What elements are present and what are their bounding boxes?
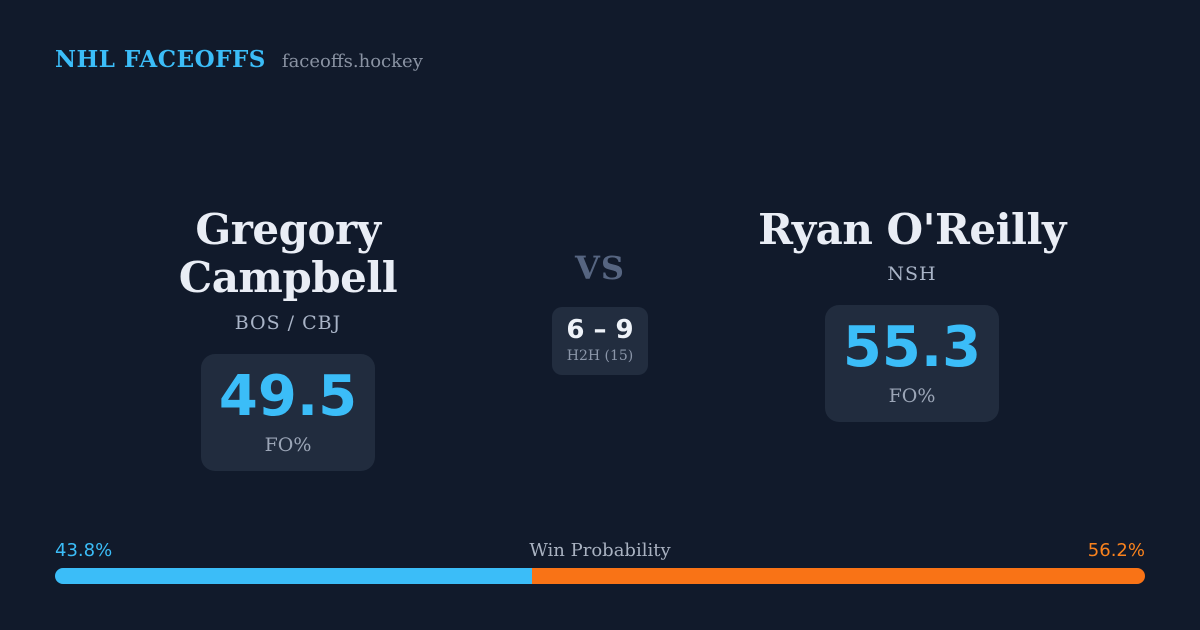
right-player-name: Ryan O'Reilly xyxy=(758,205,1066,254)
left-player-name: Gregory Campbell xyxy=(178,205,398,303)
right-player-fo-value: 55.3 xyxy=(842,315,982,381)
win-bar-right-segment xyxy=(532,568,1145,584)
brand-logo-text: NHL FACEOFFS xyxy=(55,46,266,73)
left-player-section: Gregory Campbell BOS / CBJ 49.5 FO% xyxy=(88,205,488,471)
vs-label: VS xyxy=(575,249,625,287)
right-player-teams: NSH xyxy=(887,263,937,286)
site-url: faceoffs.hockey xyxy=(281,51,423,72)
left-player-teams: BOS / CBJ xyxy=(234,311,342,334)
right-player-section: Ryan O'Reilly NSH 55.3 FO% xyxy=(712,205,1112,423)
h2h-record: 6 – 9 xyxy=(566,315,634,346)
win-probability-bar xyxy=(55,568,1145,584)
win-probability-right-pct: 56.2% xyxy=(1087,540,1145,561)
right-player-stat-card: 55.3 FO% xyxy=(825,305,999,423)
win-bar-left-segment xyxy=(55,568,533,584)
left-player-fo-label: FO% xyxy=(264,433,312,456)
h2h-label: H2H (15) xyxy=(566,348,634,365)
win-probability-labels: 43.8% Win Probability 56.2% xyxy=(55,540,1145,561)
versus-section: VS 6 – 9 H2H (15) xyxy=(540,250,660,375)
header: NHL FACEOFFS faceoffs.hockey xyxy=(55,46,423,73)
left-player-stat-card: 49.5 FO% xyxy=(201,353,375,471)
win-probability-title: Win Probability xyxy=(529,540,671,561)
right-player-fo-label: FO% xyxy=(888,385,936,408)
h2h-card: 6 – 9 H2H (15) xyxy=(552,306,648,375)
win-probability-left-pct: 43.8% xyxy=(55,540,113,561)
left-player-fo-value: 49.5 xyxy=(218,363,358,429)
